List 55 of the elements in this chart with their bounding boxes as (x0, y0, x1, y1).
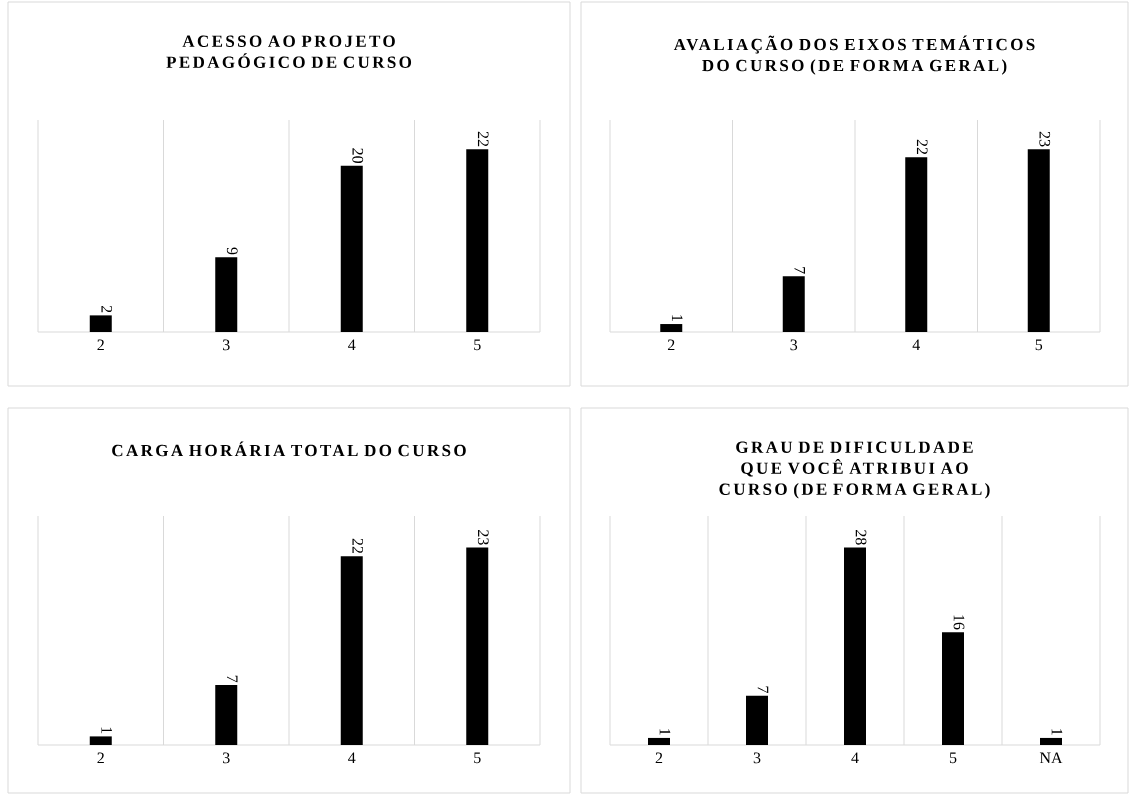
x-tick-label: 4 (348, 339, 356, 351)
x-tick-label: 2 (97, 339, 104, 351)
x-tick-label: 2 (667, 339, 675, 351)
bar (466, 149, 489, 332)
data-label: 22 (352, 538, 364, 554)
chart-title: ACESSO AO PROJETO PEDAGÓGICO DE CURSO (166, 35, 412, 68)
x-tick-label: 5 (474, 339, 481, 351)
x-tick-label: 2 (655, 752, 663, 764)
x-tick-label: 3 (223, 752, 230, 764)
bar (340, 556, 363, 745)
x-tick-label: 3 (753, 752, 761, 764)
x-tick-label: 4 (348, 752, 356, 764)
bar (905, 157, 928, 332)
x-tick-label: 5 (949, 752, 957, 764)
chart-title: AVALIAÇÃO DOS EIXOS TEMÁTICOS DO CURSO (DE FORMA GERAL) (673, 35, 1035, 75)
data-label: 1 (1051, 729, 1063, 735)
bar (844, 547, 866, 745)
x-tick-label: 5 (474, 752, 481, 764)
data-label: 7 (757, 686, 769, 693)
data-label: 28 (855, 530, 867, 545)
data-label: 20 (352, 148, 364, 164)
data-label: 1 (659, 729, 671, 735)
bar (1040, 737, 1062, 745)
data-label: 2 (101, 305, 113, 313)
x-tick-label: 2 (97, 752, 104, 764)
x-tick-label: 3 (223, 339, 230, 351)
x-tick-label: NA (1039, 752, 1063, 764)
bar (746, 695, 769, 745)
data-label: 9 (226, 247, 238, 255)
data-label: 1 (671, 315, 683, 321)
data-label: 1 (101, 727, 113, 734)
bar (648, 737, 670, 745)
bar (215, 684, 238, 745)
data-label: 7 (227, 675, 238, 683)
bar (466, 547, 489, 745)
data-label: 23 (1039, 131, 1051, 147)
x-tick-label: 3 (790, 339, 798, 351)
x-tick-label: 4 (851, 752, 859, 764)
bar (89, 315, 112, 332)
data-label: 22 (477, 131, 489, 147)
data-label: 23 (477, 530, 489, 545)
x-tick-label: 5 (1035, 339, 1043, 351)
bar (215, 257, 238, 332)
x-tick-label: 4 (912, 339, 920, 351)
bar (782, 276, 805, 332)
bar (89, 736, 112, 745)
data-label: 22 (916, 139, 928, 155)
bar (340, 165, 363, 332)
bar (942, 632, 964, 745)
chart-title: GRAU DE DIFICULDADE QUE VOCÊ ATRIBUI AO CURSO (DE FORMA GERAL) (719, 441, 990, 499)
bar (1027, 149, 1050, 332)
chart-title: CARGA HORÁRIA TOTAL DO CURSO (112, 441, 466, 457)
data-label: 7 (794, 267, 805, 274)
data-label: 16 (953, 615, 965, 630)
bar (660, 324, 683, 332)
